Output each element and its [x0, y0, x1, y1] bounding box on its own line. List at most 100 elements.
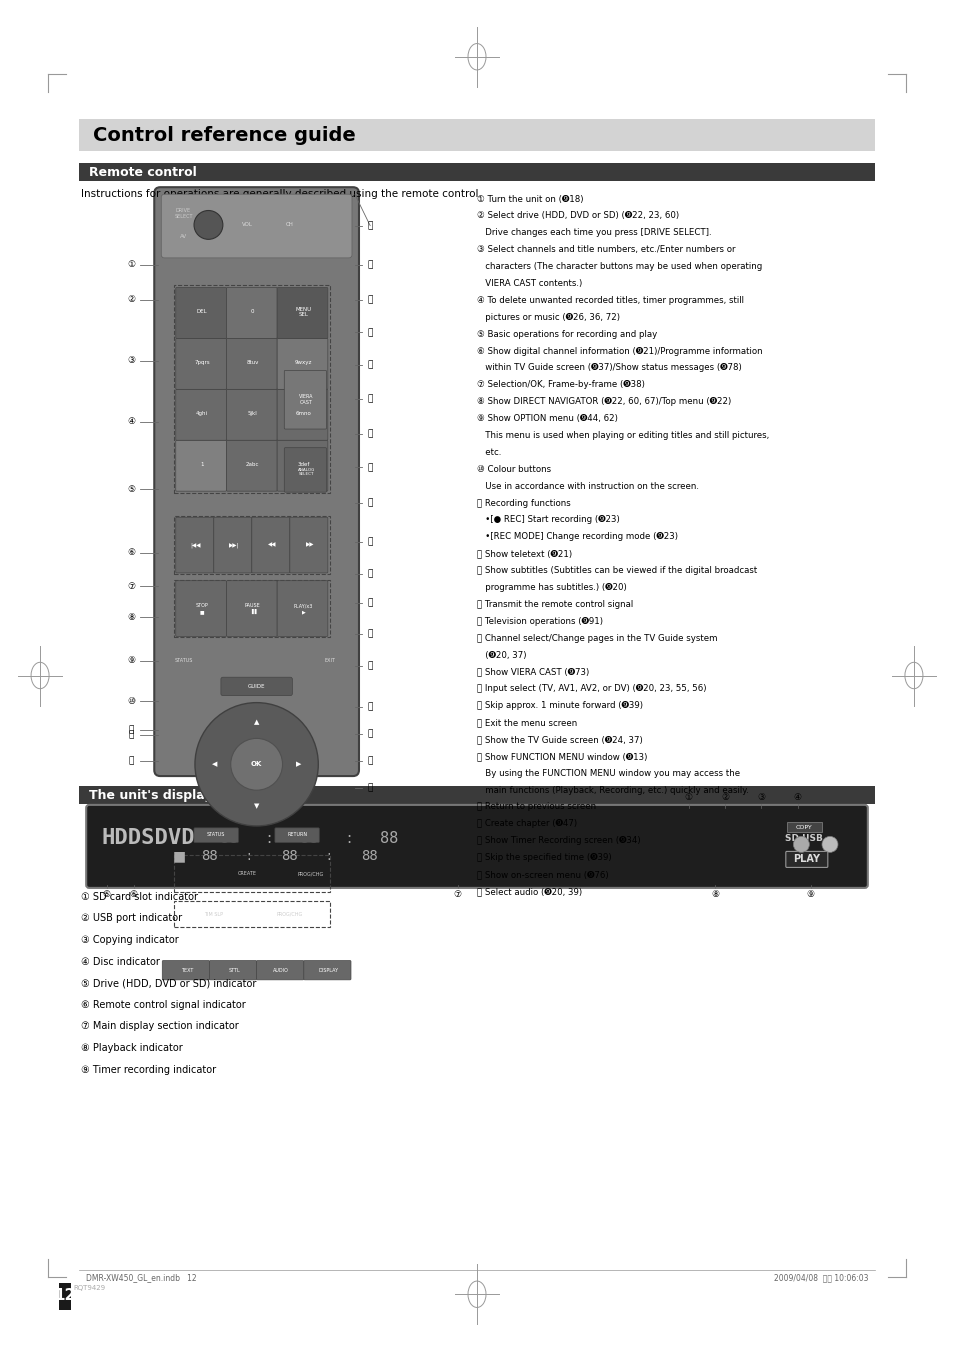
- Text: ⑾: ⑾: [367, 757, 373, 765]
- Text: COPY: COPY: [795, 825, 811, 830]
- Text: ⑫ Show teletext (➒21): ⑫ Show teletext (➒21): [476, 550, 572, 558]
- Bar: [173, 516, 330, 574]
- FancyBboxPatch shape: [162, 961, 210, 979]
- Text: ⑻: ⑻: [367, 662, 373, 670]
- Text: 2009/04/08  午前 10:06:03: 2009/04/08 午前 10:06:03: [773, 1273, 867, 1282]
- Text: ANALOG
SELECT: ANALOG SELECT: [297, 467, 314, 477]
- Text: 88: 88: [200, 850, 217, 863]
- Text: STOP
■: STOP ■: [195, 603, 209, 613]
- Text: TIM SLP: TIM SLP: [204, 912, 223, 917]
- Text: 0: 0: [251, 309, 254, 315]
- Text: ⑫: ⑫: [129, 757, 134, 765]
- Text: ⑴: ⑴: [367, 430, 373, 438]
- Text: DEL: DEL: [196, 309, 207, 315]
- Text: ⑪: ⑪: [129, 725, 134, 734]
- FancyBboxPatch shape: [161, 195, 352, 258]
- Text: ① SD card slot indicator: ① SD card slot indicator: [81, 892, 198, 901]
- Text: 8tuv: 8tuv: [247, 361, 258, 365]
- Text: 4ghi: 4ghi: [196, 411, 208, 416]
- FancyBboxPatch shape: [256, 961, 303, 979]
- Text: etc.: etc.: [476, 449, 501, 457]
- Text: ▶▶|: ▶▶|: [229, 542, 239, 549]
- Text: By using the FUNCTION MENU window you may access the: By using the FUNCTION MENU window you ma…: [476, 769, 740, 778]
- FancyBboxPatch shape: [274, 828, 319, 843]
- Text: pictures or music (➒26, 36, 72): pictures or music (➒26, 36, 72): [476, 313, 619, 322]
- Text: •[● REC] Start recording (➒23): •[● REC] Start recording (➒23): [476, 516, 619, 524]
- FancyBboxPatch shape: [213, 517, 252, 573]
- Text: ⑰ Show VIERA CAST (➒73): ⑰ Show VIERA CAST (➒73): [476, 667, 589, 677]
- Text: ②: ②: [720, 793, 728, 802]
- Text: ②: ②: [128, 296, 135, 304]
- Text: ⑥: ⑥: [128, 549, 135, 557]
- Text: ④ Disc indicator: ④ Disc indicator: [81, 957, 160, 966]
- Text: ⑮ Television operations (➒91): ⑮ Television operations (➒91): [476, 617, 602, 626]
- FancyBboxPatch shape: [175, 581, 226, 636]
- Text: ⑲: ⑲: [367, 361, 373, 369]
- FancyBboxPatch shape: [210, 961, 256, 979]
- Text: Drive changes each time you press [DRIVE SELECT].: Drive changes each time you press [DRIVE…: [476, 228, 711, 238]
- Text: •[REC MODE] Change recording mode (➒23): •[REC MODE] Change recording mode (➒23): [476, 532, 678, 542]
- FancyBboxPatch shape: [175, 389, 226, 440]
- Text: 12: 12: [54, 1288, 75, 1304]
- FancyBboxPatch shape: [226, 389, 277, 440]
- Text: HDDSDVD: HDDSDVD: [101, 828, 194, 848]
- Text: ⑬: ⑬: [129, 731, 134, 739]
- Text: ② Select drive (HDD, DVD or SD) (➒22, 23, 60): ② Select drive (HDD, DVD or SD) (➒22, 23…: [476, 212, 679, 220]
- Text: STATUS: STATUS: [174, 658, 193, 663]
- Text: ⑸ Show Timer Recording screen (➒34): ⑸ Show Timer Recording screen (➒34): [476, 836, 640, 846]
- Text: ⑻ Select audio (➒20, 39): ⑻ Select audio (➒20, 39): [476, 888, 581, 896]
- Text: 6mno: 6mno: [295, 411, 311, 416]
- Text: ⑳: ⑳: [367, 394, 373, 403]
- Text: ▶: ▶: [295, 762, 301, 767]
- Bar: [59, 1283, 71, 1310]
- Text: 88: 88: [280, 850, 297, 863]
- Text: ⑧: ⑧: [711, 890, 719, 898]
- Circle shape: [193, 211, 223, 239]
- FancyBboxPatch shape: [277, 389, 328, 440]
- FancyBboxPatch shape: [284, 447, 326, 492]
- FancyBboxPatch shape: [785, 851, 827, 867]
- FancyBboxPatch shape: [290, 517, 328, 573]
- Text: ⑷ Create chapter (➒47): ⑷ Create chapter (➒47): [476, 819, 577, 828]
- Text: ③ Select channels and title numbers, etc./Enter numbers or: ③ Select channels and title numbers, etc…: [476, 246, 735, 254]
- Text: VIERA CAST contents.): VIERA CAST contents.): [476, 280, 581, 288]
- Text: ▼: ▼: [253, 804, 259, 809]
- Text: 88: 88: [300, 831, 318, 846]
- Text: PLAY/x3
▶: PLAY/x3 ▶: [294, 603, 313, 613]
- Text: ⑯ Channel select/Change pages in the TV Guide system: ⑯ Channel select/Change pages in the TV …: [476, 634, 717, 643]
- Text: VOL: VOL: [241, 223, 253, 227]
- Text: ⑨: ⑨: [128, 657, 135, 665]
- Text: :: :: [266, 831, 272, 846]
- Text: PLAY: PLAY: [793, 854, 820, 865]
- Text: ⑯: ⑯: [367, 261, 373, 269]
- Text: ⑼: ⑼: [367, 703, 373, 711]
- Text: ⑧ Show DIRECT NAVIGATOR (➒22, 60, 67)/Top menu (➒22): ⑧ Show DIRECT NAVIGATOR (➒22, 60, 67)/To…: [476, 397, 731, 407]
- Text: ⑤: ⑤: [128, 485, 135, 493]
- Text: MENU
SEL: MENU SEL: [295, 307, 312, 317]
- Text: ⑸: ⑸: [367, 570, 373, 578]
- Text: The unit's display: The unit's display: [89, 789, 213, 801]
- FancyBboxPatch shape: [221, 677, 292, 696]
- FancyBboxPatch shape: [193, 828, 238, 843]
- Bar: [79, 119, 874, 151]
- Text: STTL: STTL: [228, 967, 239, 973]
- Text: ⑦ Main display section indicator: ⑦ Main display section indicator: [81, 1021, 238, 1031]
- Text: ①: ①: [684, 793, 692, 802]
- FancyBboxPatch shape: [154, 188, 358, 775]
- Text: PAUSE
▐▐: PAUSE ▐▐: [245, 603, 260, 613]
- Text: ⑿: ⑿: [367, 784, 373, 792]
- Text: 1: 1: [200, 462, 204, 467]
- Text: ⑺: ⑺: [367, 630, 373, 638]
- Text: :: :: [346, 831, 352, 846]
- Text: main functions (Playback, Recording, etc.) quickly and easily.: main functions (Playback, Recording, etc…: [476, 786, 748, 794]
- Text: programme has subtitles.) (➒20): programme has subtitles.) (➒20): [476, 584, 626, 592]
- Text: 5jkl: 5jkl: [248, 411, 257, 416]
- Text: ⑩: ⑩: [128, 697, 135, 705]
- Text: ⑶ Return to previous screen: ⑶ Return to previous screen: [476, 802, 596, 812]
- Text: DRIVE
SELECT: DRIVE SELECT: [174, 208, 193, 219]
- Text: ⑧ Playback indicator: ⑧ Playback indicator: [81, 1043, 183, 1052]
- Text: ③: ③: [128, 357, 135, 365]
- FancyBboxPatch shape: [252, 517, 290, 573]
- Text: 3def: 3def: [297, 462, 310, 467]
- Text: ⑵ Show FUNCTION MENU window (➒13): ⑵ Show FUNCTION MENU window (➒13): [476, 753, 647, 761]
